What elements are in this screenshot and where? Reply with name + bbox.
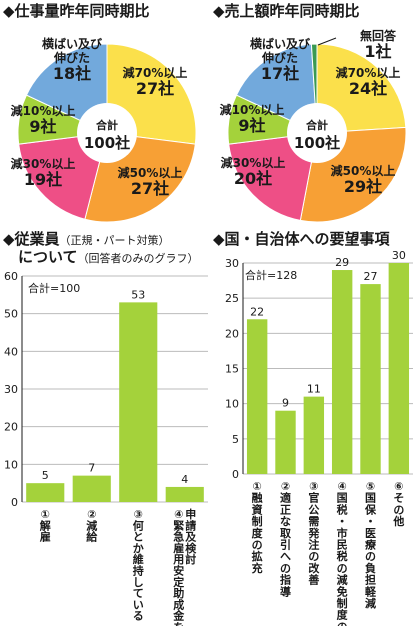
employees-y-tick-label: 50 (4, 308, 18, 321)
employees-bar-value: 7 (88, 462, 95, 475)
work-pie-slice (18, 132, 108, 220)
demands-y-tick-label: 30 (225, 257, 239, 270)
employees-category-label: ③ 何とか維持している (133, 508, 144, 623)
sales-pie-slice (316, 43, 407, 134)
demands-bar (360, 284, 381, 474)
employees-category-label: ② 減給 (86, 508, 98, 544)
employees-title-about: について (18, 248, 78, 266)
sales-pie-slice-label: 減70%以上 24社 (336, 65, 401, 98)
employees-bar-value: 5 (42, 469, 49, 482)
demands-y-tick-label: 20 (225, 327, 239, 340)
demands-bar (388, 263, 410, 474)
employees-y-tick-label: 10 (4, 458, 18, 471)
sales-pie-center-hole (287, 103, 347, 163)
employees-bar-chart: 0 10 20 30 40 50 60 合計=100 5 ① 解雇 7 ② 減給 53 ③ 何とか維持している 4… (4, 270, 208, 626)
demands-bar-value: 29 (335, 256, 349, 269)
work-pie-slice-label: 減70%以上 27社 (123, 65, 188, 98)
sales-pie-center-total: 100社 (294, 134, 340, 152)
work-pie-slice-label: 減50%以上 27社 (118, 165, 183, 198)
work-pie-center-label: 合計 (96, 118, 118, 132)
employees-title-note: （正規・パート対策） (60, 233, 170, 247)
work-pie-slice-label: 減10%以上 9社 (11, 103, 76, 136)
sales-pie-no-answer-leader (317, 37, 337, 46)
demands-bar-value: 9 (282, 397, 289, 410)
demands-bar-value: 30 (392, 249, 406, 262)
employees-y-tick-label: 30 (4, 383, 18, 396)
demands-bar-chart: 0 5 10 15 20 25 30 合計=128 22 ① 融資制度の拡充 9 ② 適正な取引への指導 1… (225, 249, 413, 626)
demands-category-label: ④国税・市民税の減免制度の拡充 (337, 480, 349, 626)
work-pie-slice-label: 横ばい及び伸びた 18社 (42, 36, 103, 83)
employees-title: ◆従業員（正規・パート対策） (3, 230, 170, 248)
employees-y-tick-label: 0 (11, 496, 18, 509)
demands-total-label: 合計=128 (245, 268, 297, 282)
employees-y-tick-label: 60 (4, 270, 18, 283)
demands-bar-value: 27 (364, 270, 378, 283)
demands-category-label: ② 適正な取引への指導 (280, 480, 291, 598)
demands-category-label: ① 融資制度の拡充 (252, 480, 264, 575)
employees-bar (72, 475, 111, 502)
sales-pie-slice-label: 無回答 1社 (360, 28, 397, 61)
work-volume-title: ◆仕事量昨年同時期比 (3, 2, 150, 20)
demands-bar (275, 410, 296, 474)
demands-bar (246, 319, 268, 474)
employees-title-line2: について（回答者のみのグラフ） (18, 248, 199, 266)
sales-title: ◆売上額昨年同時期比 (213, 2, 360, 20)
demands-y-tick-label: 5 (232, 433, 239, 446)
demands-category-label: ③ 官公需発注の改善 (307, 480, 320, 587)
employees-y-tick-label: 20 (4, 421, 18, 434)
employees-category-label: ④緊急雇用安定助成金を申請及検討 (172, 507, 197, 626)
sales-pie-slice (228, 132, 318, 222)
employees-bar (165, 486, 204, 502)
demands-y-tick-label: 10 (225, 398, 239, 411)
work-pie-center-hole (77, 103, 137, 163)
employees-title-scope: （回答者のみのグラフ） (78, 251, 199, 265)
sales-pie-slice-label: 減30%以上 20社 (221, 155, 286, 188)
employees-bar (119, 302, 158, 502)
sales-pie-slice-label: 横ばい及び伸びた 17社 (250, 36, 311, 83)
work-pie-center-total: 100社 (84, 134, 130, 152)
demands-title: ◆国・自治体への要望事項 (213, 230, 391, 248)
demands-bar (331, 270, 353, 474)
demands-category-label: ⑥ その他 (392, 480, 404, 528)
employees-category-label: ① 解雇 (40, 508, 51, 544)
demands-bar-value: 11 (307, 383, 321, 396)
employees-bar-value: 4 (181, 473, 188, 486)
demands-category-label: ⑤ 国保・医療の負担軽減 (364, 480, 377, 610)
employees-total-label: 合計=100 (28, 281, 80, 295)
demands-bar (303, 396, 325, 474)
demands-y-tick-label: 15 (225, 363, 239, 376)
demands-y-tick-label: 0 (232, 468, 239, 481)
work-pie-slice-label: 減30%以上 19社 (11, 156, 76, 189)
work-pie-slice (25, 43, 108, 134)
sales-pie-slice-label: 減10%以上 9社 (220, 102, 285, 135)
employees-title-main: ◆従業員 (3, 230, 60, 248)
demands-bar-value: 22 (250, 305, 264, 318)
employees-y-tick-label: 40 (4, 345, 18, 358)
employees-bar-value: 53 (131, 288, 145, 301)
sales-pie-center-label: 合計 (306, 118, 328, 132)
employees-bar (26, 483, 65, 502)
demands-y-tick-label: 25 (225, 292, 239, 305)
sales-pie-slice-label: 減50%以上 29社 (331, 163, 396, 196)
